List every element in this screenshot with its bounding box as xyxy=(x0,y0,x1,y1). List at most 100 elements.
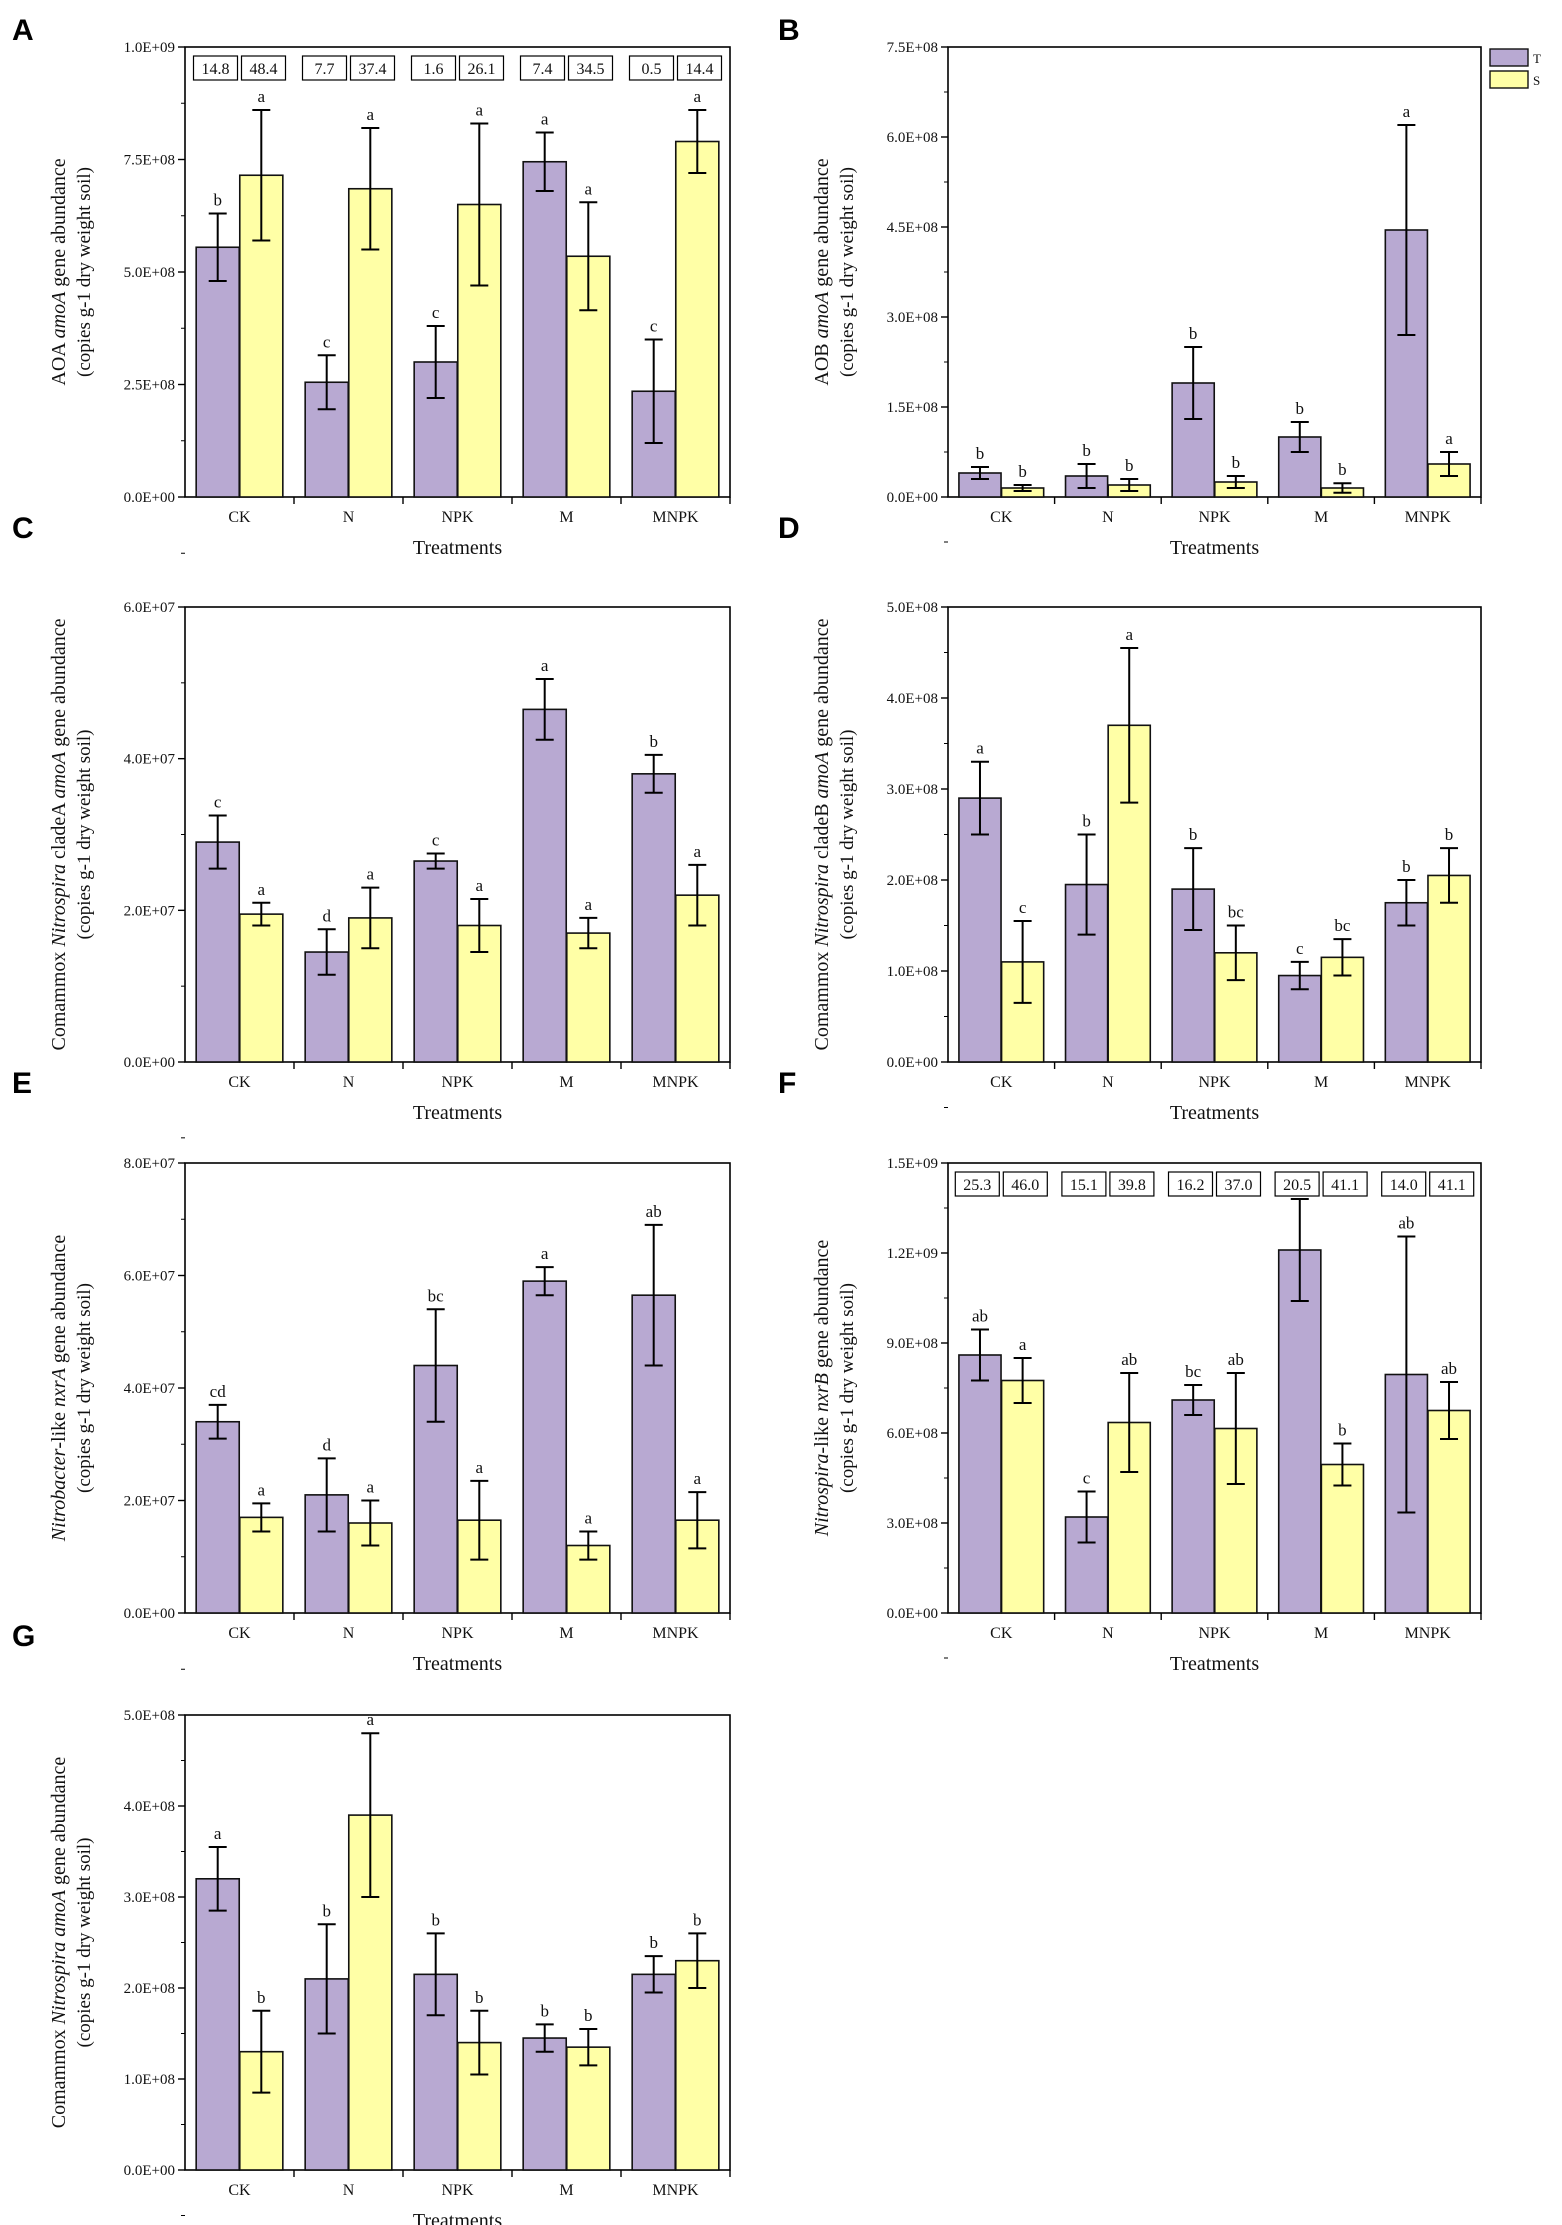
y-axis-label-part: cladeA xyxy=(48,798,70,864)
x-tick-label: MNPK xyxy=(652,509,699,526)
y-axis-label-units: (copies g-1 dry weight soil) xyxy=(74,1837,95,2047)
significance-label: a xyxy=(541,110,549,129)
significance-label: b xyxy=(584,2006,593,2025)
panel-letter: F xyxy=(778,1067,796,1100)
percent-value: 1.6 xyxy=(424,61,444,78)
x-tick-label: NPK xyxy=(441,2182,473,2199)
significance-label: a xyxy=(258,880,266,899)
significance-label: b xyxy=(693,1910,702,1929)
significance-label: d xyxy=(322,906,331,925)
significance-label: b xyxy=(431,1910,440,1929)
percent-value: 16.2 xyxy=(1177,1177,1205,1194)
x-tick-label: N xyxy=(343,1625,355,1642)
bar-s xyxy=(1320,1463,1365,1614)
y-tick-label: 0.0E+00 xyxy=(887,1055,938,1071)
y-axis-label-part: cladeB xyxy=(811,798,833,864)
significance-label: a xyxy=(476,876,484,895)
panel-letter: B xyxy=(778,14,800,47)
percent-box xyxy=(349,55,396,81)
bar-t xyxy=(522,160,568,498)
legend: TS xyxy=(1489,48,1541,89)
x-tick-label: M xyxy=(559,2182,573,2199)
percent-box xyxy=(676,55,723,81)
significance-label: a xyxy=(585,895,593,914)
percent-box xyxy=(1109,1171,1155,1197)
x-tick-label: M xyxy=(559,509,573,526)
significance-label: a xyxy=(367,1478,375,1497)
percent-box xyxy=(567,55,614,81)
panel-letter: D xyxy=(778,512,800,545)
percent-value: 7.7 xyxy=(315,61,335,78)
y-axis-label-part: amoA xyxy=(48,751,70,798)
y-axis-label-part: amoA xyxy=(48,291,70,338)
percent-value: 37.4 xyxy=(359,61,387,78)
y-axis-label-part: amoA xyxy=(811,751,833,798)
x-axis-label: Treatments xyxy=(413,537,502,559)
significance-label: b xyxy=(1402,857,1411,876)
significance-label: c xyxy=(432,303,440,322)
x-tick-label: M xyxy=(1314,1625,1328,1642)
significance-label: b xyxy=(1232,453,1241,472)
significance-label: b xyxy=(475,1988,484,2007)
panel-b: B 0.0E+00 1.5E+08 3.0E+08 4.5E+08 6.0E+08 7.5E… xyxy=(778,14,1482,559)
x-tick-label: N xyxy=(343,1074,355,1091)
percent-box xyxy=(1061,1171,1107,1197)
y-tick-label: 5.0E+08 xyxy=(887,600,938,616)
y-tick-label: 0.0E+00 xyxy=(124,2163,175,2179)
bar-t xyxy=(522,708,568,1063)
y-tick-label: 6.0E+08 xyxy=(887,1426,938,1442)
bar-t xyxy=(195,841,241,1063)
significance-label: a xyxy=(367,865,375,884)
bar-s xyxy=(565,2046,611,2171)
significance-label: ab xyxy=(1441,1359,1457,1378)
x-tick-label: MNPK xyxy=(652,1625,699,1642)
legend-swatch-t xyxy=(1489,48,1529,67)
significance-label: a xyxy=(1445,429,1453,448)
significance-label: bc xyxy=(1228,903,1245,922)
y-tick-label: 1.0E+08 xyxy=(887,964,938,980)
y-axis-label-part: Comammox xyxy=(48,947,70,1051)
bar-t xyxy=(1171,1399,1216,1614)
y-tick-label: 9.0E+08 xyxy=(887,1336,938,1352)
x-tick-label: CK xyxy=(228,1074,251,1091)
percent-value: 25.3 xyxy=(963,1177,991,1194)
significance-label: a xyxy=(1403,102,1411,121)
significance-label: b xyxy=(1338,1421,1347,1440)
x-tick-label: M xyxy=(559,1625,573,1642)
significance-label: c xyxy=(323,332,331,351)
x-tick-label: N xyxy=(343,509,355,526)
y-tick-label: 1.0E+08 xyxy=(124,2072,175,2088)
significance-label: d xyxy=(322,1435,331,1454)
significance-label: c xyxy=(1019,898,1027,917)
y-axis-label-units: (copies g-1 dry weight soil) xyxy=(837,729,858,939)
significance-label: bc xyxy=(428,1286,445,1305)
significance-label: a xyxy=(476,1458,484,1477)
x-tick-label: NPK xyxy=(1198,1625,1230,1642)
bar-s xyxy=(1427,874,1471,1063)
panel-c: C 0.0E+00 2.0E+07 4.0E+07 6.0E+07 CK c a Nd a NPK c… xyxy=(12,512,731,1139)
percent-box xyxy=(1322,1171,1368,1197)
bar-t xyxy=(958,472,1002,498)
x-tick-label: MNPK xyxy=(652,2182,699,2199)
x-tick-label: M xyxy=(1314,509,1328,526)
percent-box xyxy=(192,55,239,81)
y-tick-label: 1.5E+08 xyxy=(887,400,938,416)
x-tick-label: MNPK xyxy=(652,1074,699,1091)
y-tick-label: 5.0E+08 xyxy=(124,1708,175,1724)
significance-label: b xyxy=(1189,324,1198,343)
significance-label: b xyxy=(649,732,658,751)
percent-value: 14.0 xyxy=(1390,1177,1418,1194)
y-tick-label: 2.0E+07 xyxy=(124,1494,176,1510)
x-tick-label: M xyxy=(559,1074,573,1091)
percent-box xyxy=(1002,1171,1048,1197)
y-axis-label: AOA amoA gene abundance xyxy=(48,158,70,385)
percent-box xyxy=(1167,1171,1214,1197)
y-tick-label: 6.0E+07 xyxy=(124,1269,176,1285)
significance-label: c xyxy=(1296,939,1304,958)
y-tick-label: 6.0E+07 xyxy=(124,600,176,616)
significance-label: b xyxy=(213,191,222,210)
significance-label: ab xyxy=(1398,1214,1414,1233)
panel-f: F 0.0E+00 3.0E+08 6.0E+08 9.0E+08 1.2E+09 1.5E… xyxy=(778,1067,1482,1675)
y-tick-label: 2.0E+08 xyxy=(124,1981,175,1997)
